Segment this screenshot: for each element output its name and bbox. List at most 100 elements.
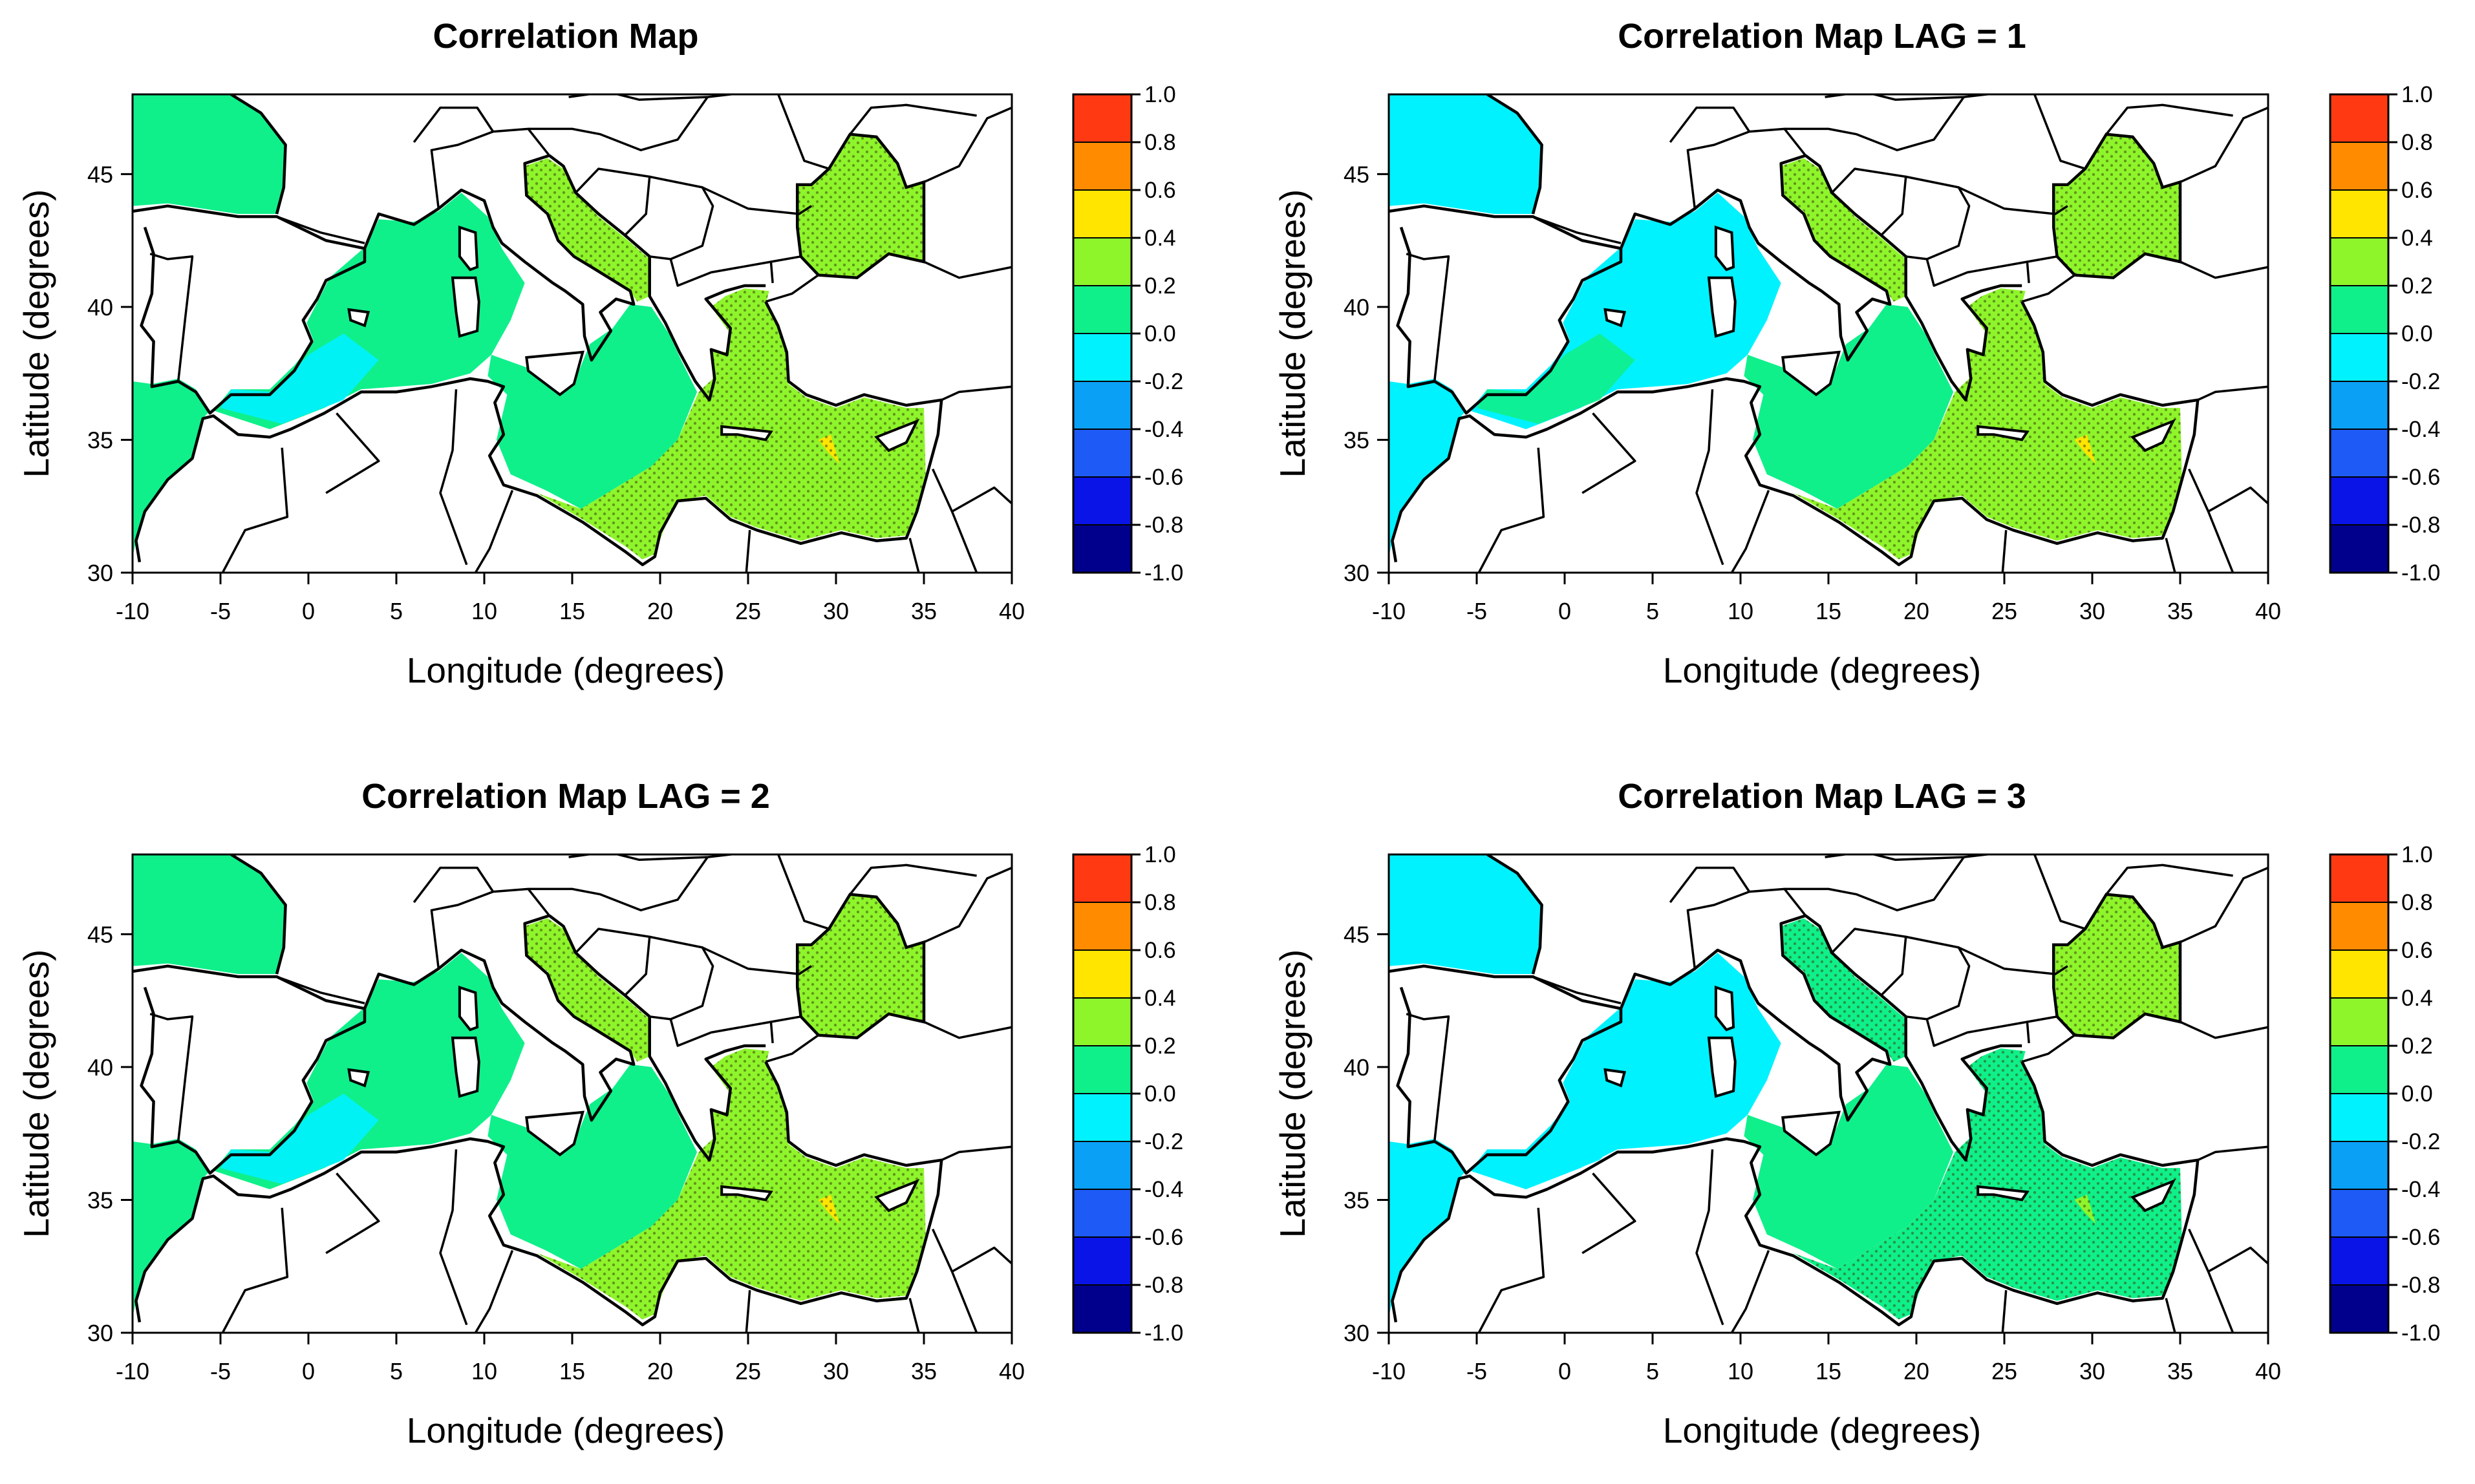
colorbar: 1.0 0.8 0.6 0.4 0.2 0.0 -0.2 -0.4 -0.6 -0.8 -1.0	[2329, 842, 2440, 1346]
country-border	[1958, 946, 2068, 975]
colorbar-tick-label: -1.0	[1144, 560, 1183, 586]
y-tick-label: 40	[87, 1054, 113, 1081]
x-tick-label: 5	[1646, 1358, 1659, 1384]
colorbar-swatch	[1073, 285, 1132, 334]
colorbar-swatch	[1073, 949, 1132, 999]
country-border	[221, 1207, 289, 1333]
coastline	[230, 854, 287, 975]
y-tick-label: 40	[87, 294, 113, 321]
x-tick-label: 10	[471, 598, 497, 624]
country-border	[769, 1021, 774, 1044]
y-axis-label: Latitude (degrees)	[16, 189, 56, 478]
x-tick-label: 0	[1558, 1358, 1571, 1384]
island-outline	[451, 1036, 480, 1098]
x-tick-label: 5	[1646, 598, 1659, 624]
country-border	[2180, 260, 2268, 279]
coastline	[1619, 914, 1892, 1122]
country-border	[1477, 447, 1545, 573]
x-tick-label: 35	[911, 598, 937, 624]
colorbar-tick-label: -0.6	[2401, 465, 2440, 490]
colorbar-tick-label: -0.6	[1144, 465, 1183, 490]
x-tick-label: 10	[1728, 598, 1753, 624]
x-tick-label: -10	[116, 598, 149, 624]
colorbar-tick-label: 1.0	[1144, 82, 1176, 107]
country-border	[528, 856, 709, 912]
colorbar-tick-label: 0.8	[1144, 130, 1176, 155]
map-field	[133, 854, 1012, 1333]
country-border	[1686, 887, 1806, 970]
country-border	[149, 253, 194, 382]
country-border	[2026, 1021, 2030, 1044]
x-tick-label: 20	[647, 1358, 673, 1384]
significance-stipple	[1781, 918, 1906, 1062]
colorbar-swatch	[2330, 429, 2389, 478]
significance-stipple	[1781, 158, 1906, 302]
country-border	[1964, 94, 2086, 170]
country-border	[1406, 253, 1450, 382]
colorbar-swatch	[1073, 429, 1132, 478]
island-outline	[458, 225, 479, 271]
country-border	[2197, 1145, 2268, 1161]
coastline	[1805, 154, 2022, 402]
country-border	[941, 1145, 1012, 1161]
country-border	[568, 854, 708, 861]
country-border	[1532, 215, 1622, 244]
country-border	[702, 186, 812, 215]
colorbar-tick-label: 1.0	[2401, 82, 2433, 107]
colorbar-tick-label: 0.4	[1144, 986, 1176, 1011]
country-border	[325, 412, 380, 494]
island-outline	[525, 350, 584, 397]
map-panel: Correlation Map LAG = 1 -10 -5 0 5 10 15 20 25 30…	[1272, 17, 2440, 690]
x-tick-label: 35	[2167, 1358, 2193, 1384]
island-outline	[1603, 1068, 1627, 1088]
x-tick-label: 40	[2255, 598, 2281, 624]
island-outline	[525, 1110, 584, 1157]
colorbar-tick-label: -0.4	[2401, 1177, 2440, 1202]
island-outline	[1707, 1036, 1737, 1098]
country-border	[1686, 127, 1806, 209]
map-panel: Correlation Map LAG = 3 -10 -5 0 5 10 15 20 25 30…	[1272, 777, 2440, 1450]
map-field	[133, 94, 1012, 573]
colorbar-tick-label: 0.8	[2401, 890, 2433, 915]
country-border	[1406, 1013, 1450, 1142]
y-tick-label: 30	[87, 1320, 113, 1346]
y-tick-label: 35	[87, 1187, 113, 1213]
coastline	[1391, 1061, 2200, 1326]
colorbar-tick-label: -0.6	[2401, 1225, 2440, 1250]
x-tick-label: 20	[1903, 598, 1929, 624]
colorbar-tick-label: 0.8	[1144, 890, 1176, 915]
significance-stipple	[537, 1048, 926, 1320]
y-axis-label: Latitude (degrees)	[1272, 189, 1312, 478]
significance-stipple	[537, 288, 926, 560]
colorbar-tick-label: -0.2	[2401, 1129, 2440, 1154]
y-axis-label: Latitude (degrees)	[1272, 949, 1312, 1238]
x-tick-label: 40	[2255, 1358, 2281, 1384]
x-tick-label: -5	[1466, 1358, 1487, 1384]
panel-title: Correlation Map	[433, 17, 698, 56]
y-tick-label: 45	[1344, 921, 1369, 948]
colorbar: 1.0 0.8 0.6 0.4 0.2 0.0 -0.2 -0.4 -0.6 -0.8 -1.0	[1072, 842, 1183, 1346]
significance-stipple	[1793, 288, 2182, 560]
country-border	[1964, 854, 2086, 930]
island-outline	[1707, 276, 1737, 338]
country-border	[2001, 530, 2008, 573]
colorbar-tick-label: 0.2	[1144, 1034, 1176, 1059]
y-tick-label: 40	[1344, 1054, 1369, 1081]
y-tick-label: 30	[87, 560, 113, 586]
island-outline	[874, 1178, 920, 1213]
country-border	[412, 866, 495, 904]
country-border	[669, 1015, 801, 1047]
x-axis-label: Longitude (degrees)	[407, 650, 725, 690]
x-tick-label: 30	[823, 1358, 849, 1384]
colorbar-swatch	[1073, 854, 1132, 903]
country-border	[276, 215, 365, 244]
colorbar-swatch	[2330, 1141, 2389, 1190]
x-tick-label: 15	[559, 1358, 585, 1384]
island-outline	[874, 418, 920, 452]
colorbar-swatch	[2330, 476, 2389, 525]
coastline	[133, 204, 367, 415]
colorbar-tick-label: -0.2	[1144, 369, 1183, 394]
x-tick-label: 25	[1991, 598, 2017, 624]
country-border	[649, 935, 714, 1021]
country-border	[951, 1246, 1012, 1273]
